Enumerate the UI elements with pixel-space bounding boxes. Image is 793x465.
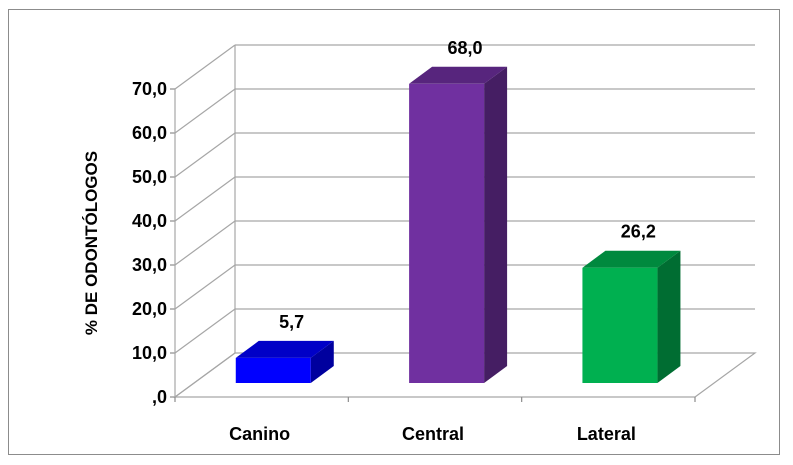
bar-front <box>235 357 311 383</box>
bar-side <box>310 340 334 383</box>
y-tick-label: 40,0 <box>132 211 167 231</box>
bar-top <box>235 340 334 358</box>
y-tick-label: 30,0 <box>132 255 167 275</box>
y-tick-label: 60,0 <box>132 123 167 143</box>
x-tick-label: Central <box>402 424 464 444</box>
bar-front <box>582 267 658 383</box>
bar-side <box>484 66 508 384</box>
gridline-side <box>174 352 236 398</box>
y-tick-label: 20,0 <box>132 299 167 319</box>
y-tick-label: 10,0 <box>132 343 167 363</box>
gridline-side <box>174 88 236 134</box>
bar-canino <box>235 340 334 383</box>
bar-top <box>582 250 681 268</box>
gridline-side <box>174 220 236 266</box>
bar-lateral <box>582 250 681 383</box>
gridline-side <box>174 308 236 354</box>
x-tick-label: Canino <box>229 424 290 444</box>
bar-central <box>409 66 508 384</box>
x-tick-label: Lateral <box>577 424 636 444</box>
y-tick-label: 50,0 <box>132 167 167 187</box>
gridline-side <box>174 264 236 310</box>
data-label: 68,0 <box>447 38 482 58</box>
bar-side <box>657 250 681 383</box>
bar-top <box>409 66 508 84</box>
gridline-side <box>174 132 236 178</box>
y-tick-label: 70,0 <box>132 79 167 99</box>
y-axis-label: % DE ODONTÓLOGOS <box>82 151 101 335</box>
data-label: 5,7 <box>279 312 304 332</box>
bar-front <box>409 83 485 384</box>
gridline-side <box>174 176 236 222</box>
data-label: 26,2 <box>621 222 656 242</box>
gridline-side <box>174 44 236 90</box>
y-tick-label: ,0 <box>152 387 167 407</box>
